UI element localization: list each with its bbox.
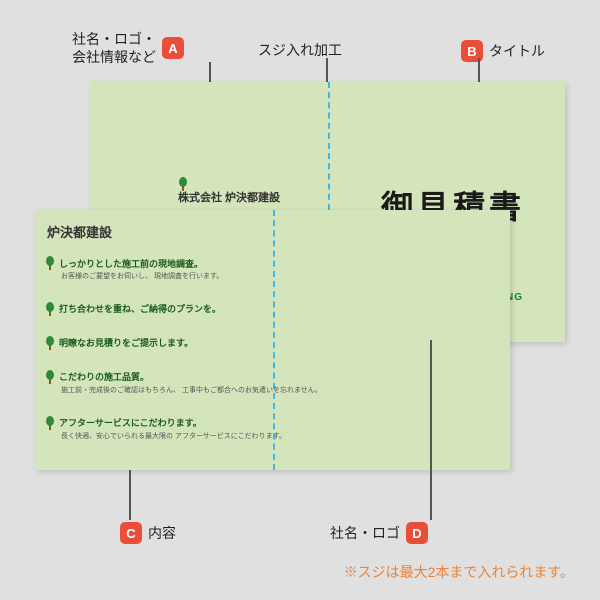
tree-icon [178, 177, 188, 191]
tree-icon [45, 336, 55, 350]
connector-center-v [326, 58, 328, 82]
back-title: 炉決都建設 [47, 222, 112, 241]
label-c-text: 内容 [148, 524, 176, 542]
content-item: アフターサービスにこだわります。長く快適、安心でいられる最大限の アフターサービ… [45, 416, 322, 442]
label-b: B タイトル [461, 40, 545, 62]
tree-icon [45, 416, 55, 430]
marker-c: C [120, 522, 142, 544]
tree-icon [45, 370, 55, 384]
content-item-header: しっかりとした施工前の現地調査。 [45, 256, 322, 270]
card-back: 炉決都建設 しっかりとした施工前の現地調査。お客様のご要望をお伺いし、 現地調査… [35, 210, 510, 470]
connector-d-v [430, 340, 432, 520]
content-item: しっかりとした施工前の現地調査。お客様のご要望をお伺いし、 現地調査を行います。 [45, 256, 322, 282]
label-b-text: タイトル [489, 42, 545, 60]
label-a: 社名・ロゴ・ 会社情報など A [72, 30, 184, 66]
content-list: しっかりとした施工前の現地調査。お客様のご要望をお伺いし、 現地調査を行います。… [45, 256, 322, 461]
label-d-text: 社名・ロゴ [330, 524, 400, 542]
content-item-header: 打ち合わせを重ね、ご納得のプランを。 [45, 302, 322, 316]
marker-d: D [406, 522, 428, 544]
label-center: スジ入れ加工 [258, 40, 342, 60]
content-item-body: 施工前・完成後のご確認はもちろん、 工事中もご都合へのお気遣いを忘れません。 [45, 386, 322, 396]
content-item: 打ち合わせを重ね、ご納得のプランを。 [45, 302, 322, 316]
content-item-body: お客様のご要望をお伺いし、 現地調査を行います。 [45, 272, 322, 282]
content-item-header: こだわりの施工品質。 [45, 370, 322, 384]
tree-icon [45, 302, 55, 316]
company-name: 株式会社 炉決都建設 [178, 191, 344, 206]
footnote: ※スジは最大2本まで入れられます。 [344, 562, 574, 582]
connector-c-v [129, 470, 131, 520]
marker-a: A [162, 37, 184, 59]
tree-icon [45, 256, 55, 270]
content-item-header: アフターサービスにこだわります。 [45, 416, 322, 430]
content-item-header: 明瞭なお見積りをご提示します。 [45, 336, 322, 350]
content-item: 明瞭なお見積りをご提示します。 [45, 336, 322, 350]
label-a-text: 社名・ロゴ・ 会社情報など [72, 30, 156, 66]
label-c: C 内容 [120, 522, 176, 544]
label-d: 社名・ロゴ D [330, 522, 428, 544]
content-item: こだわりの施工品質。施工前・完成後のご確認はもちろん、 工事中もご都合へのお気遣… [45, 370, 322, 396]
content-item-body: 長く快適、安心でいられる最大限の アフターサービスにこだわります。 [45, 432, 322, 442]
